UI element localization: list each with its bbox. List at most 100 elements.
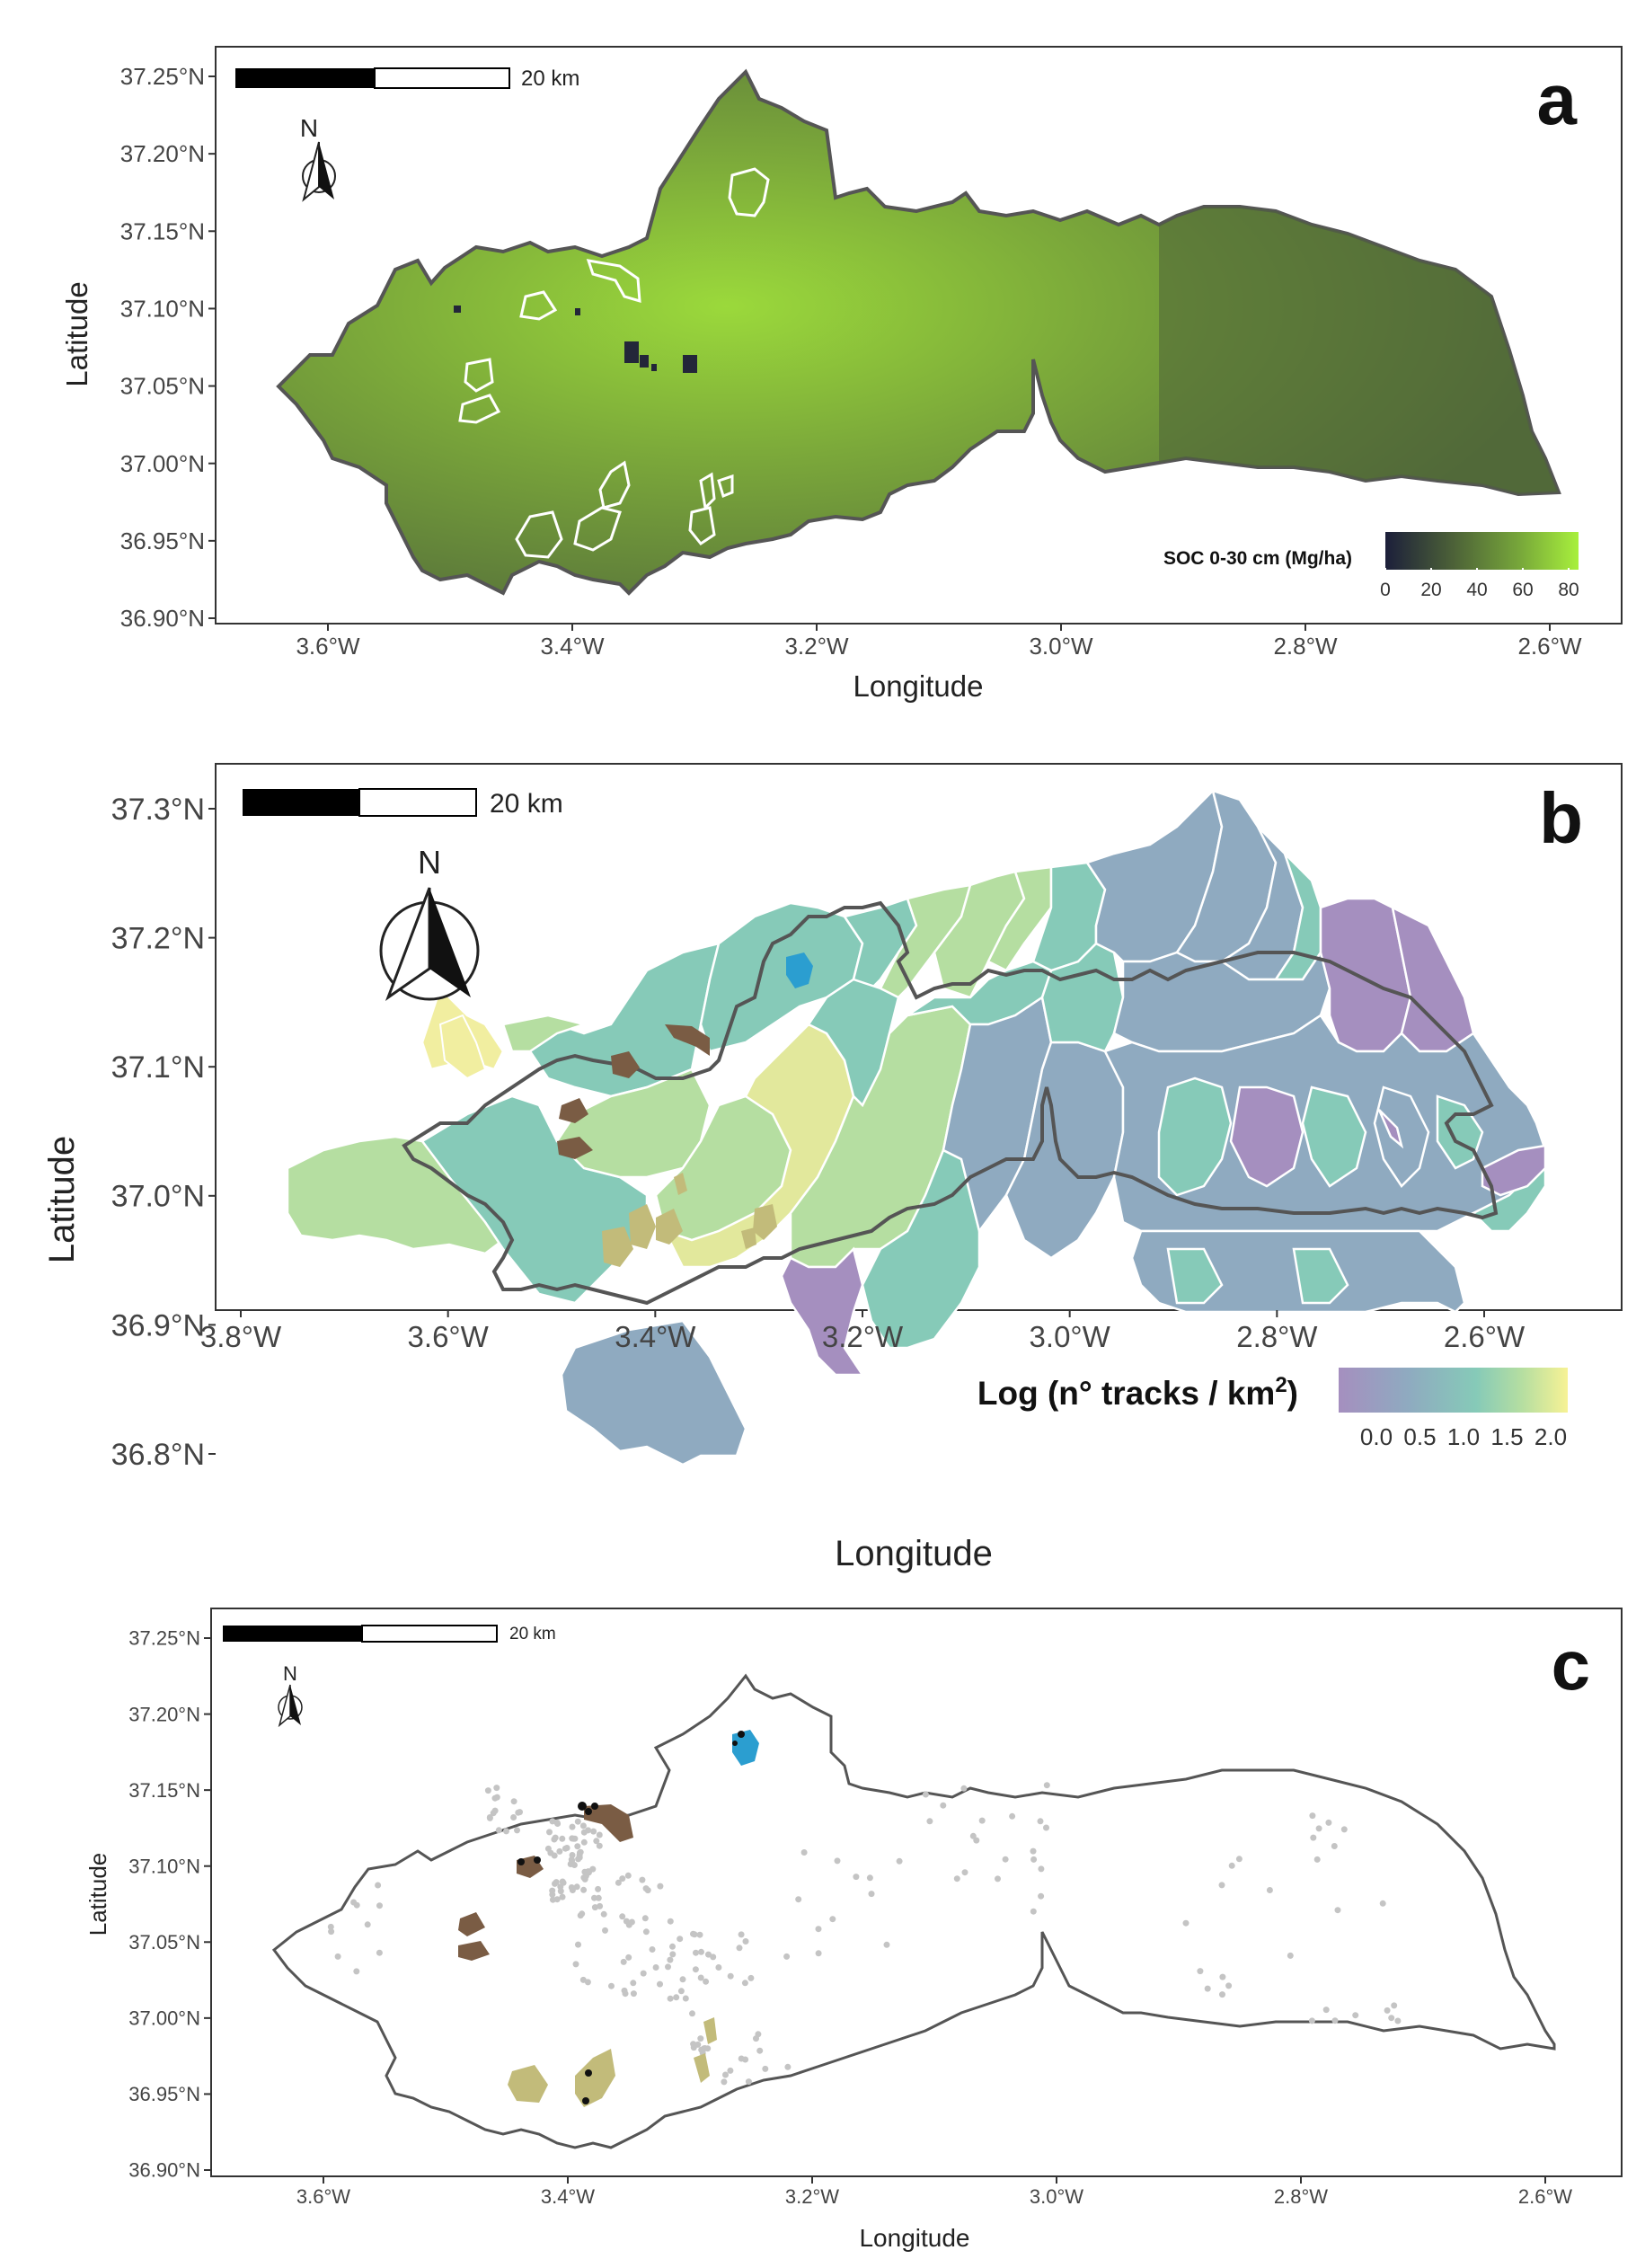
grey-point <box>350 1899 358 1906</box>
y-tick-label: 37.20°N <box>120 140 205 167</box>
grey-point <box>641 1915 649 1922</box>
grey-point <box>1379 1900 1386 1907</box>
grey-point <box>762 2065 769 2072</box>
y-tick-label: 37.25°N <box>120 63 205 90</box>
black-observation-points <box>517 1731 745 2104</box>
grey-point <box>559 1878 566 1885</box>
grey-point <box>1225 1982 1233 1989</box>
grey-point <box>595 1885 602 1892</box>
y-tick-label: 36.90°N <box>120 605 205 632</box>
grey-point <box>591 1904 598 1911</box>
y-axis-label: Latitude <box>84 1853 111 1936</box>
grey-point <box>703 1978 710 1985</box>
grey-point <box>1037 1818 1044 1825</box>
grey-point <box>961 1869 968 1876</box>
grey-point <box>866 1874 873 1882</box>
grey-point <box>669 1951 677 1958</box>
grey-point <box>679 1976 686 1983</box>
x-tick-label: 2.6°W <box>1518 2185 1572 2208</box>
grey-point <box>753 2035 759 2042</box>
legend-tick-label: 40 <box>1466 580 1487 600</box>
panel-b-track-density-map: 20 km N b Log (n° tracks / km2) 0.0 0.5 1.… <box>0 728 1645 1595</box>
grey-point <box>552 1880 558 1887</box>
x-tick-label: 3.0°W <box>1029 633 1093 660</box>
grey-point <box>710 1953 717 1961</box>
grey-point <box>619 1875 626 1883</box>
grey-point <box>486 1814 493 1821</box>
grey-point <box>736 1945 743 1952</box>
grey-point <box>1182 1919 1190 1927</box>
grey-point <box>596 1842 603 1849</box>
grey-point <box>896 1857 903 1865</box>
plot-frame <box>210 1608 1623 2177</box>
y-tick-label: 37.2°N <box>111 922 205 956</box>
panel-c-points-map: 20 km N c 3.6°W 3.4°W 3.2°W 3.0°W 2.8°W 2.6°W… <box>0 1590 1645 2268</box>
grey-point <box>559 1893 566 1900</box>
grey-point <box>625 1921 632 1928</box>
scale-bar: 20 km <box>235 66 579 91</box>
y-tick-label: 37.10°N <box>128 1855 200 1877</box>
grey-point <box>577 1912 584 1919</box>
grey-point <box>572 1961 579 1968</box>
y-tick-label: 37.10°N <box>120 296 205 323</box>
x-tick-label: 3.2°W <box>822 1320 904 1353</box>
grey-point <box>978 1817 986 1824</box>
grey-point <box>580 1886 588 1893</box>
scale-bar-label: 20 km <box>521 66 579 91</box>
scale-bar: 20 km <box>243 788 563 819</box>
grey-point <box>738 1931 745 1938</box>
grey-point <box>1204 1985 1211 1992</box>
grey-point <box>495 1827 502 1834</box>
grey-point <box>570 1835 577 1842</box>
grey-point <box>484 1787 491 1794</box>
grey-point <box>815 1950 822 1957</box>
scale-bar-label: 20 km <box>490 789 563 819</box>
y-tick-label: 37.15°N <box>120 217 205 244</box>
x-tick-label: 3.6°W <box>296 633 360 660</box>
x-tick-label: 2.6°W <box>1444 1320 1526 1353</box>
grey-point <box>615 1879 622 1886</box>
grey-point <box>630 1990 637 1998</box>
panel-letter: c <box>1552 1626 1590 1705</box>
grey-point <box>1388 2015 1395 2022</box>
grey-point <box>591 1894 597 1901</box>
grey-point <box>834 1857 841 1865</box>
grey-point <box>493 1794 500 1801</box>
grey-point <box>995 1875 1001 1883</box>
grey-point <box>1235 1856 1243 1863</box>
grey-point <box>1219 1991 1225 1998</box>
grey-point <box>619 1913 626 1920</box>
y-tick-label: 36.8°N <box>111 1438 205 1472</box>
north-arrow-icon: N <box>379 844 480 1001</box>
density-legend: Log (n° tracks / km2) 0.0 0.5 1.0 1.5 2.0 <box>977 1368 1568 1450</box>
grey-point <box>569 1823 576 1830</box>
grey-point <box>667 1956 674 1963</box>
grey-point <box>689 2010 695 2017</box>
grey-point <box>579 1822 587 1829</box>
grey-point <box>544 1845 552 1852</box>
grey-point <box>715 1964 722 1971</box>
legend-tick-label: 0.5 <box>1403 1423 1436 1450</box>
catchment-polygons <box>286 788 1547 1466</box>
grey-point <box>514 1827 520 1834</box>
grey-point <box>705 1951 712 1958</box>
x-tick-label: 3.4°W <box>615 1320 696 1353</box>
grey-point <box>669 1943 676 1950</box>
grey-point <box>580 1838 588 1846</box>
grey-point <box>652 1964 659 1971</box>
grey-point <box>1313 1856 1321 1863</box>
grey-point <box>608 1982 615 1989</box>
grey-point <box>1331 2017 1339 2024</box>
x-axis-label: Longitude <box>835 1534 993 1573</box>
grey-point <box>1266 1887 1273 1893</box>
soc-east-low-zone <box>1159 207 1559 494</box>
grey-point <box>334 1953 341 1960</box>
high-density-patch <box>438 1014 487 1080</box>
grey-point <box>694 2041 702 2048</box>
grey-point <box>593 1838 600 1845</box>
grey-point <box>639 1876 646 1883</box>
grey-point <box>853 1874 860 1881</box>
grey-point <box>600 1910 607 1918</box>
grey-point <box>1287 1952 1294 1959</box>
grey-point <box>868 1891 875 1898</box>
